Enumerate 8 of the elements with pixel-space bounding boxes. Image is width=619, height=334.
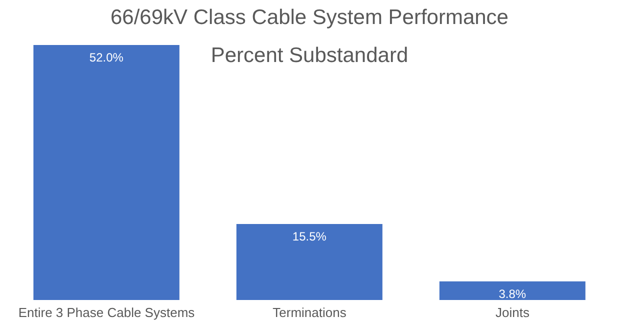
x-tick-label: Terminations [272,305,347,320]
x-tick-label: Joints [496,305,530,320]
data-label: 52.0% [89,50,124,65]
chart-title: 66/69kV Class Cable System Performance [109,6,510,30]
data-label: 15.5% [292,230,327,244]
chart-subtitle: Percent Substandard [210,44,408,67]
x-tick-label: Entire 3 Phase Cable Systems [18,305,196,320]
data-label: 3.8% [498,286,526,301]
